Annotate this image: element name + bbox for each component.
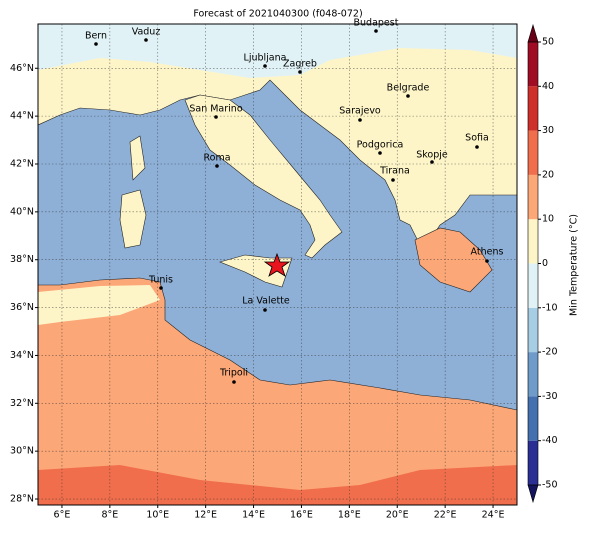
colorbar-tick-label: 10 [542,214,554,225]
x-tick-label: 22°E [434,510,457,521]
city-label: Athens [471,247,504,258]
city-dot [214,115,218,119]
y-tick-label: 40°N [10,206,34,217]
y-tick-label: 34°N [10,350,34,361]
y-tick-label: 36°N [10,302,34,313]
city-dot [263,64,267,68]
city-dot [430,160,434,164]
x-tick-label: 20°E [386,510,409,521]
city-dot [406,94,410,98]
city-dot [298,70,302,74]
x-tick-label: 18°E [338,510,361,521]
city-label: Roma [203,153,230,164]
map-frame [37,23,518,506]
colorbar-extend-high [527,23,539,43]
y-tick-label: 46°N [10,63,34,74]
city-label: La Valette [242,296,290,307]
x-tick-label: 10°E [146,510,169,521]
x-tick-label: 6°E [54,510,71,521]
colorbar-tick-label: 40 [542,81,554,92]
warm-patch [38,465,517,505]
y-tick-label: 38°N [10,254,34,265]
colorbar-tick-label: -20 [542,347,558,358]
corsica [129,135,146,181]
city-dot [263,308,267,312]
y-tick-label: 44°N [10,111,34,122]
greece [414,227,493,293]
city-dot [215,164,219,168]
y-tick-label: 28°N [10,494,34,505]
x-tick-label: 24°E [482,510,505,521]
colorbar-band [528,440,538,485]
colorbar-tick-label: -30 [542,391,558,402]
colorbar-band [528,219,538,264]
colorbar-tick-label: -10 [542,302,558,313]
city-label: Sarajevo [339,106,381,117]
city-label: Bern [85,31,107,42]
colorbar-band [528,263,538,308]
colorbar-band [528,86,538,131]
italy [184,94,343,259]
colorbar-band [528,42,538,87]
colorbar-tick-label: -50 [542,480,558,491]
coast-strip [38,285,160,325]
city-dot [475,145,479,149]
colorbar-tick-label: -40 [542,435,558,446]
colorbar-band [528,174,538,220]
colorbar-band [528,396,538,441]
city-label: Vaduz [132,27,161,38]
city-label: Sofia [465,133,489,144]
colorbar-band [528,307,538,353]
colorbar-tick-label: 20 [542,169,554,180]
city-dot [391,178,395,182]
city-label: Budapest [354,18,399,29]
colorbar-band [528,352,538,397]
city-label: Podgorica [357,140,404,151]
colorbar-tick-label: 50 [542,37,554,48]
city-dot [374,29,378,33]
colorbar-extend-low [527,484,539,504]
y-tick-label: 30°N [10,446,34,457]
title: Forecast of 2021040300 (f048-072) [193,9,362,20]
x-tick-label: 14°E [242,510,265,521]
city-label: Tunis [148,275,173,286]
city-label: Belgrade [387,83,430,94]
city-dot [144,38,148,42]
x-tick-label: 8°E [101,510,118,521]
city-label: Tripoli [219,368,248,379]
y-tick-label: 42°N [10,158,34,169]
city-label: Skopje [416,150,448,161]
city-label: Zagreb [283,59,317,70]
city-dot [358,118,362,122]
sardinia [119,189,147,249]
colorbar-label: Min Temperature (°C) [569,214,580,316]
forecast-star [263,252,291,277]
city-label: Ljubljana [244,53,287,64]
colorbar-tick-label: 0 [542,258,548,269]
city-dot [94,42,98,46]
city-dot [232,380,236,384]
city-label: Tirana [379,166,410,177]
city-dot [485,259,489,263]
cold-region [38,24,517,78]
city-dot [159,286,163,290]
map [38,24,517,505]
cities: Bern Vaduz Budapest Ljubljana Zagreb Bel… [85,18,504,384]
city-dot [378,151,382,155]
colorbar-tick-label: 30 [542,125,554,136]
x-tick-label: 16°E [290,510,313,521]
city-label: San Marino [189,104,242,115]
colorbar-band [528,130,538,175]
x-tick-label: 12°E [194,510,217,521]
y-tick-label: 32°N [10,398,34,409]
